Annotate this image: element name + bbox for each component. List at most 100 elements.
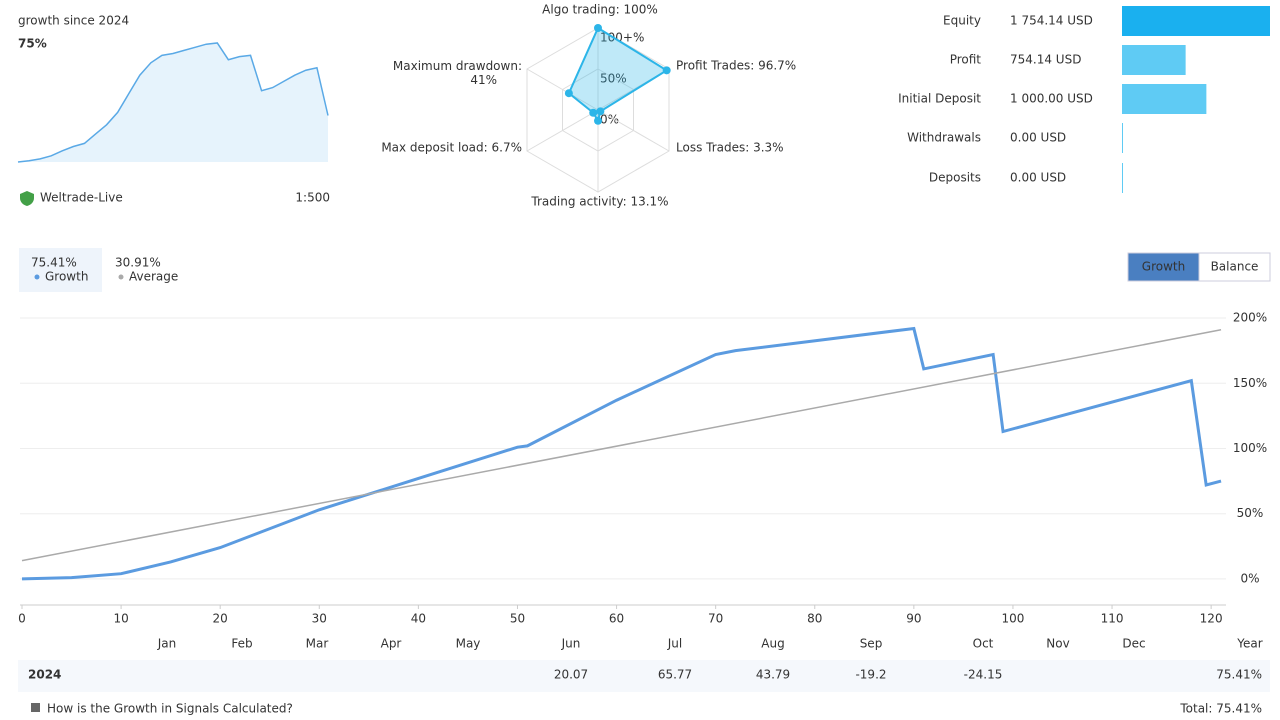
legend-value: 75.41%: [31, 256, 77, 270]
radar-point: [662, 66, 671, 75]
radar-label: Loss Trades: 3.3%: [676, 141, 784, 155]
legend-dot: [34, 274, 40, 280]
stat-name: Deposits: [929, 171, 981, 185]
legend-name: Average: [129, 270, 178, 284]
radar-label: Max deposit load: 6.7%: [381, 141, 522, 155]
x-tick-label: 110: [1101, 612, 1124, 626]
y-tick-label: 200%: [1233, 311, 1267, 325]
month-label: Dec: [1122, 637, 1145, 651]
x-tick-label: 100: [1001, 612, 1024, 626]
stat-bar: [1122, 84, 1207, 114]
summary-title: growth since 2024: [18, 14, 129, 28]
radar-point: [594, 116, 602, 125]
month-label: May: [456, 637, 481, 651]
month-label: Jun: [561, 637, 581, 651]
month-label: Aug: [761, 637, 784, 651]
x-tick-label: 40: [411, 612, 426, 626]
toggle-button[interactable]: [1198, 252, 1271, 282]
radar-label: Profit Trades: 96.7%: [676, 59, 796, 73]
stat-value: 1 000.00 USD: [1010, 92, 1093, 106]
stat-name: Profit: [950, 53, 982, 67]
x-tick-label: 90: [906, 612, 921, 626]
radar-label-line: Maximum drawdown:: [393, 59, 522, 73]
month-return: -24.15: [964, 668, 1003, 682]
month-label: Feb: [231, 637, 252, 651]
radar-label: Maximum drawdown: 41%: [393, 59, 522, 87]
stat-value: 1 754.14 USD: [1010, 14, 1093, 28]
radar-point: [564, 89, 573, 98]
toggle-label: Growth: [1142, 260, 1185, 274]
stat-name: Initial Deposit: [898, 92, 981, 106]
help-icon: [31, 703, 40, 712]
toggle-button[interactable]: [1127, 252, 1200, 282]
broker: Weltrade-Live: [40, 191, 123, 205]
footer-total: Total: 75.41%: [1179, 702, 1262, 716]
radar-point: [596, 107, 605, 116]
stat-bar: [1122, 163, 1123, 193]
x-tick-label: 60: [609, 612, 624, 626]
radar-spoke: [597, 109, 670, 152]
radar-tick-label: 50%: [600, 72, 627, 86]
radar-spoke: [526, 68, 599, 111]
y-tick-label: 150%: [1233, 376, 1267, 390]
series-line: [21, 326, 1222, 581]
month-label: Oct: [973, 637, 994, 651]
table-total: 75.41%: [1216, 668, 1262, 682]
growth-value: 75%: [18, 37, 47, 51]
stat-value: 0.00 USD: [1010, 171, 1066, 185]
month-return: -19.2: [855, 668, 886, 682]
y-tick-label: 100%: [1233, 441, 1267, 455]
radar-label: Algo trading: 100%: [542, 3, 658, 17]
toggle-label: Balance: [1211, 260, 1259, 274]
legend-value: 30.91%: [115, 256, 161, 270]
month-return: 43.79: [756, 668, 790, 682]
radar-area: [567, 26, 669, 124]
stat-value: 0.00 USD: [1010, 131, 1066, 145]
radar-tick-label: 100+%: [600, 31, 644, 45]
x-tick-label: 50: [510, 612, 525, 626]
stat-name: Equity: [943, 14, 981, 28]
y-tick-label: 50%: [1237, 506, 1264, 520]
month-label: Nov: [1046, 637, 1069, 651]
x-tick-label: 10: [113, 612, 128, 626]
radar-spoke: [526, 109, 599, 152]
radar-label: Trading activity: 13.1%: [530, 195, 668, 209]
radar-label-line: 41%: [470, 73, 497, 87]
x-tick-label: 70: [708, 612, 723, 626]
radar-tick-label: 0%: [600, 113, 619, 127]
table-row: [18, 660, 1270, 692]
legend-box[interactable]: [19, 248, 102, 292]
month-return: 65.77: [658, 668, 692, 682]
x-tick-label: 0: [18, 612, 26, 626]
x-tick-label: 80: [807, 612, 822, 626]
stat-bar: [1122, 45, 1186, 75]
month-label: Jan: [157, 637, 177, 651]
series-line: [21, 329, 1222, 562]
month-label: Jul: [667, 637, 682, 651]
stat-bar: [1122, 6, 1270, 36]
sparkline-area: [18, 42, 328, 162]
y-tick-label: 0%: [1240, 571, 1259, 585]
year-label: Year: [1236, 637, 1262, 651]
leverage: 1:500: [295, 191, 330, 205]
x-tick-label: 20: [213, 612, 228, 626]
verified-icon: [20, 191, 34, 206]
help-link[interactable]: How is the Growth in Signals Calculated?: [47, 702, 293, 716]
month-label: Apr: [381, 637, 402, 651]
stat-bar: [1122, 123, 1123, 153]
x-tick-label: 30: [312, 612, 327, 626]
month-label: Sep: [860, 637, 883, 651]
stat-value: 754.14 USD: [1010, 53, 1081, 67]
month-return: 20.07: [554, 668, 588, 682]
table-year: 2024: [28, 668, 61, 682]
x-tick-label: 120: [1200, 612, 1223, 626]
legend-name: Growth: [45, 270, 88, 284]
sparkline: [17, 42, 329, 163]
radar-point: [589, 108, 598, 117]
radar-point: [594, 24, 602, 32]
stat-name: Withdrawals: [907, 131, 981, 145]
month-label: Mar: [306, 637, 329, 651]
legend-dot: [118, 274, 124, 280]
